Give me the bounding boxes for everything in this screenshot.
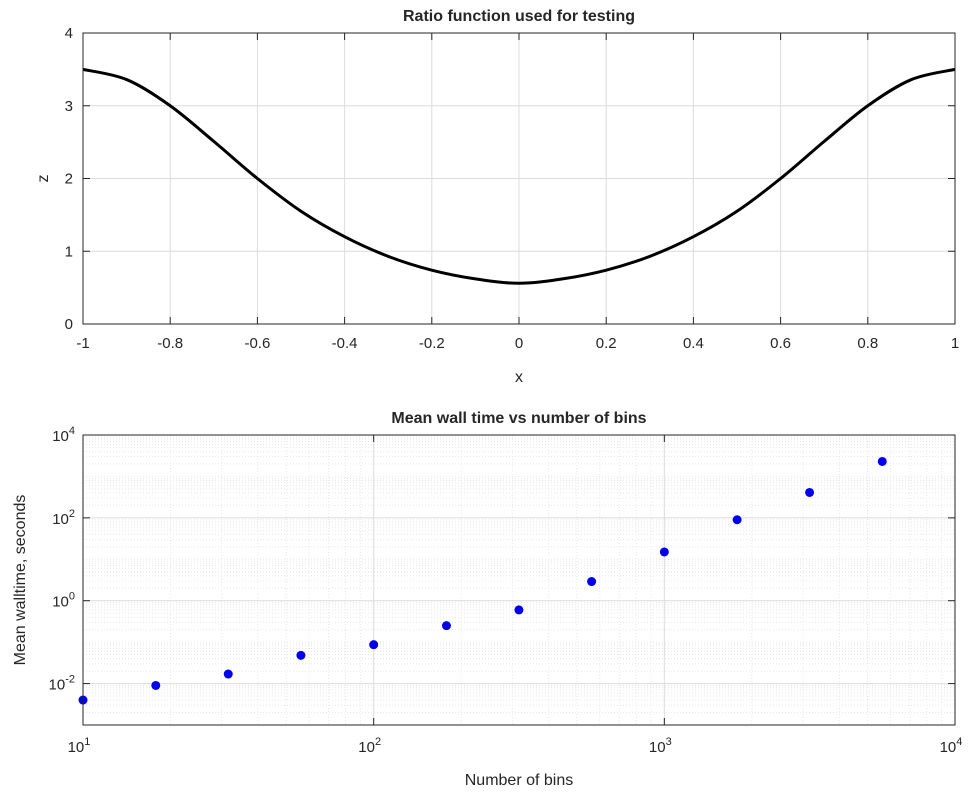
ratio-chart-y-axis-label: z xyxy=(35,175,52,183)
ratio-x-tick-label: -0.6 xyxy=(244,335,270,352)
walltime-point xyxy=(732,515,742,525)
ratio-x-tick-label: 0.6 xyxy=(770,335,791,352)
walltime-y-tick-base: 10 xyxy=(49,677,66,694)
walltime-point xyxy=(877,456,887,466)
walltime-x-tick-label: 101 xyxy=(68,736,91,756)
walltime-x-tick-exponent: 4 xyxy=(956,736,962,748)
walltime-x-tick-label: 102 xyxy=(358,736,381,756)
walltime-x-tick-exponent: 3 xyxy=(666,736,672,748)
ratio-x-tick-label: 0.2 xyxy=(596,335,617,352)
ratio-y-tick-label: 1 xyxy=(65,243,73,260)
ratio-chart-marks xyxy=(82,67,956,285)
ratio-x-tick-label: 0.4 xyxy=(683,335,704,352)
walltime-y-tick-base: 10 xyxy=(52,511,69,528)
walltime-chart-title: Mean wall time vs number of bins xyxy=(391,410,646,427)
walltime-y-tick-exponent: 2 xyxy=(69,508,75,520)
walltime-y-tick-label: 100 xyxy=(52,591,75,611)
ratio-x-tick-label: -0.4 xyxy=(332,335,358,352)
walltime-y-tick-exponent: 0 xyxy=(69,591,75,603)
walltime-point xyxy=(223,669,233,679)
ratio-y-tick-label: 3 xyxy=(65,98,73,115)
ratio-x-tick-label: -0.8 xyxy=(157,335,183,352)
ratio-x-tick-label: -1 xyxy=(76,335,89,352)
ratio-chart-ticks: -1 -0.8 -0.6 -0.4 -0.2 0 0.2 0.4 0.6 0.8 1 0 1 2 3 4 xyxy=(65,25,960,352)
ratio-chart-x-axis-label: x xyxy=(515,369,523,386)
walltime-chart-grid xyxy=(82,435,955,726)
walltime-point xyxy=(441,621,451,631)
walltime-point xyxy=(659,547,669,557)
walltime-chart-axes-frame xyxy=(82,434,956,726)
walltime-point xyxy=(296,650,306,660)
walltime-x-tick-exponent: 2 xyxy=(375,736,381,748)
ratio-y-tick-label: 0 xyxy=(65,316,73,333)
walltime-chart-x-axis-label: Number of bins xyxy=(465,772,574,789)
ratio-x-tick-label: 1 xyxy=(951,335,959,352)
walltime-chart-marks xyxy=(78,456,887,705)
walltime-point xyxy=(805,487,815,497)
walltime-y-tick-label: 104 xyxy=(52,425,75,445)
ratio-chart-grid xyxy=(82,32,956,325)
walltime-point xyxy=(587,577,597,587)
walltime-y-tick-base: 10 xyxy=(52,428,69,445)
walltime-y-tick-label: 10-2 xyxy=(49,674,75,694)
walltime-x-tick-label: 104 xyxy=(940,736,963,756)
ratio-x-tick-label: 0.8 xyxy=(857,335,878,352)
walltime-point xyxy=(514,605,524,615)
ratio-y-tick-label: 4 xyxy=(65,25,73,42)
walltime-point xyxy=(369,640,379,650)
walltime-chart-y-axis-label: Mean walltime, seconds xyxy=(12,495,29,666)
ratio-function-line xyxy=(82,67,956,285)
ratio-function-chart: -1 -0.8 -0.6 -0.4 -0.2 0 0.2 0.4 0.6 0.8 1 0 1 2 3 4 Ra… xyxy=(35,8,959,386)
walltime-x-tick-exponent: 1 xyxy=(84,736,90,748)
walltime-x-tick-label: 103 xyxy=(649,736,672,756)
ratio-x-tick-label: -0.2 xyxy=(419,335,445,352)
walltime-y-tick-base: 10 xyxy=(52,594,69,611)
ratio-chart-title: Ratio function used for testing xyxy=(403,8,635,25)
ratio-y-tick-label: 2 xyxy=(65,171,73,188)
walltime-y-tick-exponent: 4 xyxy=(69,425,75,437)
walltime-point xyxy=(151,680,161,690)
ratio-x-tick-label: 0 xyxy=(515,335,523,352)
walltime-y-tick-exponent: -2 xyxy=(65,674,75,686)
walltime-y-tick-label: 102 xyxy=(52,508,75,528)
